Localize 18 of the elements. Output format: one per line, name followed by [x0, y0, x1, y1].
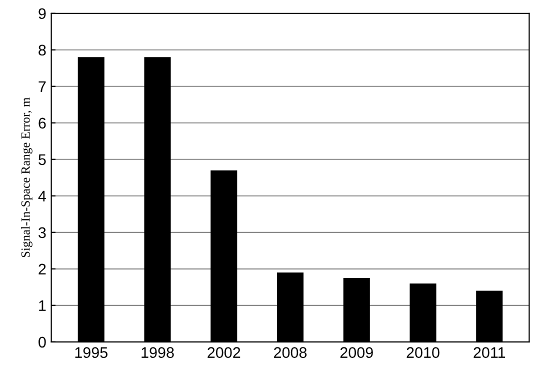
y-axis-title: Signal-In-Space Range Error, m: [21, 98, 32, 258]
x-tick-label: 1995: [75, 347, 108, 358]
x-tick-label: 1998: [142, 347, 174, 358]
y-tick-label: 7: [38, 81, 46, 92]
y-tick-label: 8: [38, 44, 46, 56]
y-tick-label: 4: [38, 190, 46, 202]
x-tick-label: 2008: [274, 347, 307, 358]
x-tick-label: 2009: [340, 347, 373, 358]
x-tick-label: 2011: [474, 347, 506, 358]
y-tick-label: 2: [38, 264, 46, 274]
x-tick-label: 2002: [208, 347, 240, 358]
y-tick-label: 1: [39, 300, 46, 311]
y-tick-label: 9: [38, 8, 46, 20]
x-tick-label: 2010: [406, 347, 440, 358]
y-tick-label: 6: [38, 118, 46, 129]
y-tick-label: 0: [38, 336, 46, 348]
y-tick-label: 3: [38, 227, 46, 238]
y-tick-label: 5: [38, 154, 46, 166]
